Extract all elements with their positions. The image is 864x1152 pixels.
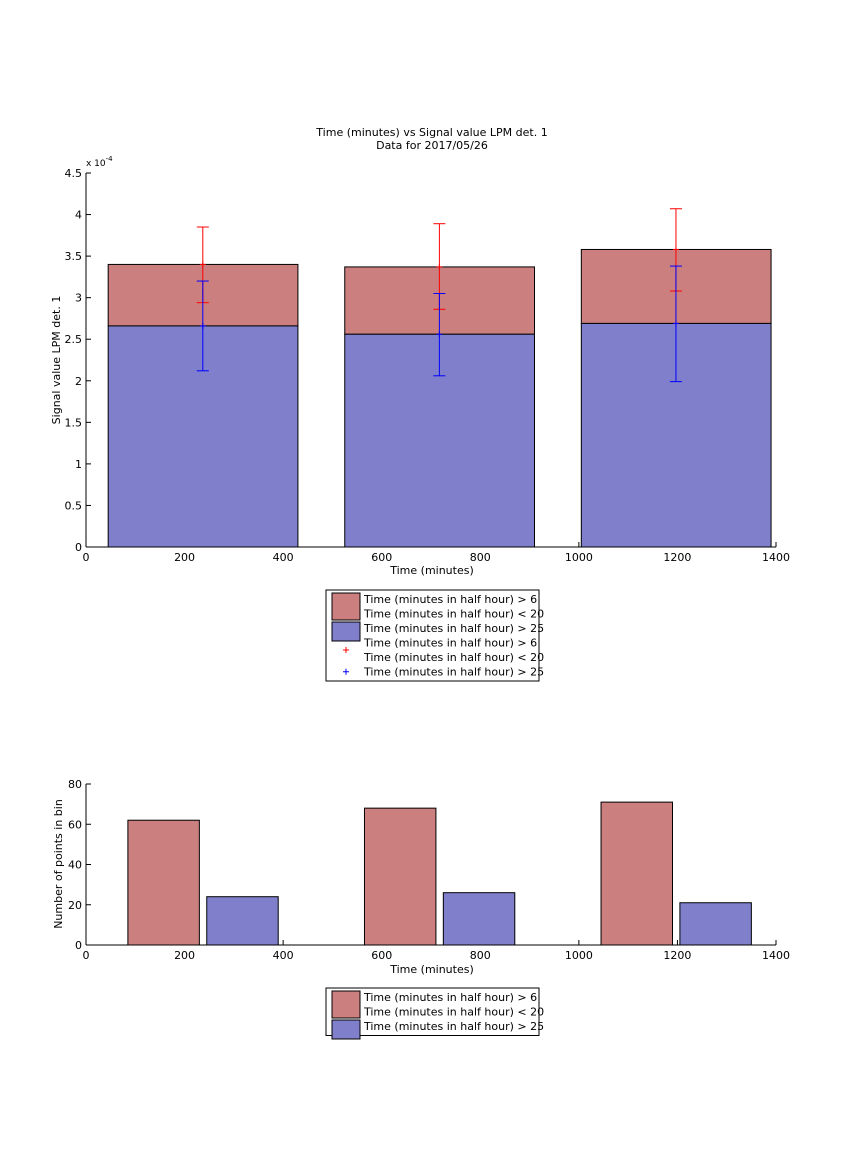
y-axis-multiplier: x 10-4 — [86, 155, 113, 169]
count-chart: 0 200 400 600 800 1000 1200 1400 0 20 40 60 80 Time … — [52, 778, 790, 1040]
count-bar — [442, 892, 516, 946]
x-tick-label: 400 — [273, 949, 294, 962]
y-tick-label: 40 — [68, 859, 82, 872]
y-tick-label: 2 — [75, 375, 82, 388]
y-tick-label: 60 — [68, 818, 82, 831]
x-tick-label: 200 — [174, 949, 195, 962]
y-tick-label: 3.5 — [65, 250, 83, 263]
legend-box — [325, 589, 540, 682]
x-tick-label: 1400 — [762, 551, 790, 564]
chart-subtitle: Data for 2017/05/26 — [376, 139, 488, 152]
x-axis-label: Time (minutes) — [389, 564, 474, 577]
x-tick-label: 0 — [83, 949, 90, 962]
y-axis-multiplier-base: x 10 — [86, 159, 106, 169]
x-tick-label: 1000 — [565, 551, 593, 564]
y-tick-label: 0 — [75, 541, 82, 554]
x-tick-label: 800 — [470, 949, 491, 962]
legend-label: Time (minutes in half hour) > 25 — [363, 666, 544, 679]
legend-label: Time (minutes in half hour) < 20 — [363, 608, 544, 621]
legend-swatch — [331, 1019, 361, 1040]
count-bar — [206, 896, 279, 946]
legend: Time (minutes in half hour) > 6 Time (min… — [325, 987, 544, 1040]
y-tick-label: 20 — [68, 899, 82, 912]
legend-box — [325, 987, 540, 1036]
legend-swatch — [331, 621, 361, 642]
legend-label: Time (minutes in half hour) > 6 — [363, 991, 537, 1004]
plot-area: 0 200 400 600 800 1000 1200 1400 0 20 40 60 80 — [68, 778, 790, 962]
legend-swatch — [331, 990, 361, 1019]
x-tick-label: 1400 — [762, 949, 790, 962]
x-tick-label: 1200 — [663, 551, 691, 564]
y-axis-multiplier-exponent: -4 — [106, 155, 114, 163]
y-tick-label: 3 — [75, 292, 82, 305]
count-bar — [600, 801, 673, 946]
x-tick-label: 200 — [174, 551, 195, 564]
legend-label: Time (minutes in half hour) < 20 — [363, 651, 544, 664]
count-bar — [127, 819, 200, 946]
x-tick-label: 0 — [83, 551, 90, 564]
plot-area: 0 200 400 600 800 1000 1200 1400 0 0.5 1 1.5 2 2.5 3 3.… — [65, 167, 791, 564]
y-axis-label: Number of points in bin — [52, 799, 65, 929]
y-tick-label: 1 — [75, 458, 82, 471]
legend-label: Time (minutes in half hour) > 25 — [363, 622, 544, 635]
y-tick-label: 0.5 — [65, 499, 83, 512]
y-tick-label: 80 — [68, 778, 82, 791]
y-tick-label: 2.5 — [65, 333, 83, 346]
legend-swatch — [331, 592, 361, 621]
signal-chart: Time (minutes) vs Signal value LPM det. … — [50, 126, 791, 682]
count-bar — [679, 902, 752, 946]
y-tick-label: 1.5 — [65, 416, 83, 429]
x-axis-label: Time (minutes) — [389, 963, 474, 976]
legend-label: Time (minutes in half hour) > 25 — [363, 1020, 544, 1033]
y-tick-label: 4.5 — [65, 167, 83, 180]
x-tick-label: 800 — [470, 551, 491, 564]
y-axis-label: Signal value LPM det. 1 — [50, 296, 63, 425]
x-tick-label: 1200 — [663, 949, 691, 962]
x-tick-label: 600 — [371, 949, 392, 962]
y-tick-label: 4 — [75, 209, 82, 222]
legend-label: Time (minutes in half hour) > 6 — [363, 593, 537, 606]
y-tick-label: 0 — [75, 939, 82, 952]
chart-title: Time (minutes) vs Signal value LPM det. … — [315, 126, 547, 139]
count-bar — [363, 807, 437, 946]
legend-label: Time (minutes in half hour) < 20 — [363, 1006, 544, 1019]
x-tick-label: 600 — [371, 551, 392, 564]
legend-label: Time (minutes in half hour) > 6 — [363, 637, 537, 650]
x-tick-label: 400 — [273, 551, 294, 564]
x-tick-label: 1000 — [565, 949, 593, 962]
